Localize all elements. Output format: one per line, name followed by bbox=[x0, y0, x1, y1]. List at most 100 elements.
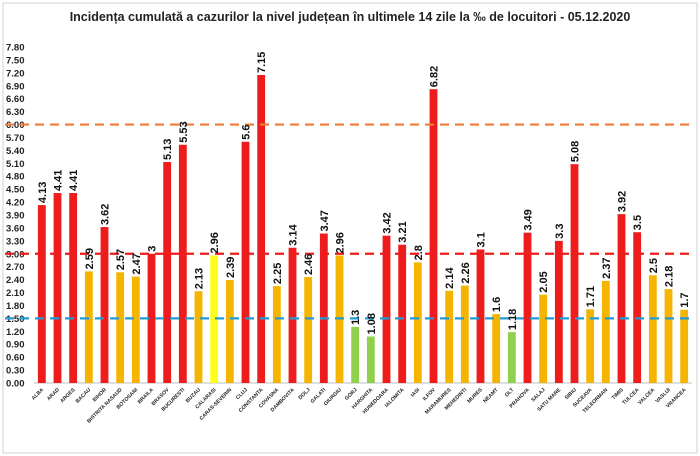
bar-brasov bbox=[163, 162, 172, 383]
y-tick-label: 7.80 bbox=[6, 43, 25, 54]
x-tick-label: IASI bbox=[410, 387, 422, 399]
data-label: 1.08 bbox=[366, 313, 378, 334]
y-tick-label: 0.90 bbox=[6, 340, 25, 351]
data-label: 4.41 bbox=[68, 170, 80, 191]
data-label: 6.82 bbox=[429, 66, 441, 87]
data-label: 2.46 bbox=[303, 254, 315, 275]
bar-caras-severin bbox=[225, 280, 234, 383]
x-tick-label: OLT bbox=[504, 387, 516, 399]
data-label: 2.39 bbox=[225, 257, 237, 278]
bar-cluj bbox=[241, 141, 250, 383]
data-label: 3.92 bbox=[617, 191, 629, 212]
data-label: 2.96 bbox=[335, 232, 347, 253]
y-tick-label: 7.50 bbox=[6, 55, 25, 66]
bar-mures bbox=[476, 249, 485, 383]
data-label: 4.41 bbox=[53, 170, 65, 191]
chart-title: Incidența cumulată a cazurilor la nivel … bbox=[70, 10, 631, 24]
bar-neamt bbox=[492, 314, 501, 383]
data-label: 2.57 bbox=[115, 249, 127, 270]
data-label: 3.21 bbox=[397, 221, 409, 242]
y-tick-label: 6.60 bbox=[6, 94, 25, 105]
y-tick-label: 3.30 bbox=[6, 236, 25, 247]
bar-calarasi bbox=[210, 255, 219, 383]
bar-alba bbox=[37, 205, 46, 383]
bar-vaslui bbox=[664, 289, 673, 383]
data-label: 2.47 bbox=[131, 253, 143, 274]
data-label: 3.3 bbox=[554, 224, 566, 239]
bar-hunedoara bbox=[382, 235, 391, 383]
bar-botosani bbox=[131, 276, 140, 383]
bar-prahova bbox=[523, 232, 532, 383]
y-tick-label: 6.90 bbox=[6, 81, 25, 92]
bar-valcea bbox=[648, 275, 657, 383]
data-label: 1.7 bbox=[679, 292, 691, 307]
y-tick-label: 5.40 bbox=[6, 146, 25, 157]
bar-buzau bbox=[194, 291, 203, 383]
y-tick-label: 2.70 bbox=[6, 262, 25, 273]
threshold-lines bbox=[5, 123, 695, 320]
bar-bihor bbox=[100, 227, 109, 383]
y-tick-label: 6.00 bbox=[6, 120, 25, 131]
y-tick-label: 2.10 bbox=[6, 288, 25, 299]
bar-constanta bbox=[257, 75, 266, 383]
bar-dolj bbox=[304, 277, 313, 383]
bar-iasi bbox=[413, 262, 422, 383]
data-label: 2.26 bbox=[460, 262, 472, 283]
data-label: 2.25 bbox=[272, 263, 284, 284]
bar-bistrita-nasaud bbox=[116, 272, 125, 383]
y-tick-label: 5.10 bbox=[6, 159, 25, 170]
bars-group bbox=[37, 75, 689, 383]
data-label: 2.13 bbox=[194, 268, 206, 289]
bar-galati bbox=[319, 233, 328, 383]
y-tick-label: 4.80 bbox=[6, 172, 25, 183]
y-axis: 7.807.50 7.20 6.90 6.60 6.30 6.00 5.70 5.40 5.10… bbox=[6, 43, 692, 390]
y-tick-label: 7.20 bbox=[6, 68, 25, 79]
data-label: 3.42 bbox=[382, 212, 394, 233]
data-label: 3.1 bbox=[476, 232, 488, 247]
data-label: 3.62 bbox=[100, 204, 112, 225]
bar-olt bbox=[507, 332, 516, 383]
data-label: 1.18 bbox=[507, 309, 519, 330]
bar-timis bbox=[617, 214, 626, 383]
data-label: 2.96 bbox=[209, 232, 221, 253]
bar-ialomita bbox=[398, 244, 407, 383]
bar-salaj bbox=[539, 294, 548, 383]
data-label: 2.18 bbox=[664, 266, 676, 287]
data-label: 2.37 bbox=[601, 257, 613, 278]
y-tick-label: 1.20 bbox=[6, 327, 25, 338]
y-tick-label: 0.00 bbox=[6, 379, 25, 390]
y-tick-label: 3.00 bbox=[6, 249, 25, 260]
y-tick-label: 1.50 bbox=[6, 314, 25, 325]
bar-braila bbox=[147, 253, 156, 383]
bar-satu-mare bbox=[554, 240, 563, 383]
y-tick-label: 1.80 bbox=[6, 301, 25, 312]
y-tick-label: 3.60 bbox=[6, 223, 25, 234]
bar-teleorman bbox=[601, 280, 610, 383]
y-tick-label: 0.60 bbox=[6, 353, 25, 364]
data-label: 5.08 bbox=[570, 141, 582, 162]
bar-arges bbox=[69, 193, 78, 383]
data-label: 1.3 bbox=[350, 310, 362, 325]
bar-suceava bbox=[586, 309, 595, 383]
data-labels: 4.13 4.41 4.41 2.59 3.62 2.57 2.47 3 5.13 5.53 2.1… bbox=[37, 52, 691, 335]
data-label: 5.53 bbox=[178, 121, 190, 142]
data-label: 2.59 bbox=[84, 248, 96, 269]
y-tick-label: 2.40 bbox=[6, 275, 25, 286]
bar-gorj bbox=[351, 327, 360, 383]
y-tick-label: 0.30 bbox=[6, 366, 25, 377]
bar-maramures bbox=[445, 290, 454, 383]
bar-bacau bbox=[84, 271, 93, 383]
y-tick-label: 4.50 bbox=[6, 185, 25, 196]
bar-mehedinti bbox=[460, 285, 469, 383]
bar-arad bbox=[53, 193, 62, 383]
data-label: 3.47 bbox=[319, 210, 331, 231]
data-label: 3.5 bbox=[632, 215, 644, 230]
data-label: 1.71 bbox=[585, 286, 597, 307]
y-tick-label: 4.20 bbox=[6, 198, 25, 209]
bar-ilfov bbox=[429, 89, 438, 383]
bar-sibiu bbox=[570, 164, 579, 383]
data-label: 2.14 bbox=[444, 267, 456, 289]
data-label: 7.15 bbox=[256, 52, 268, 73]
data-label: 3 bbox=[147, 246, 159, 252]
